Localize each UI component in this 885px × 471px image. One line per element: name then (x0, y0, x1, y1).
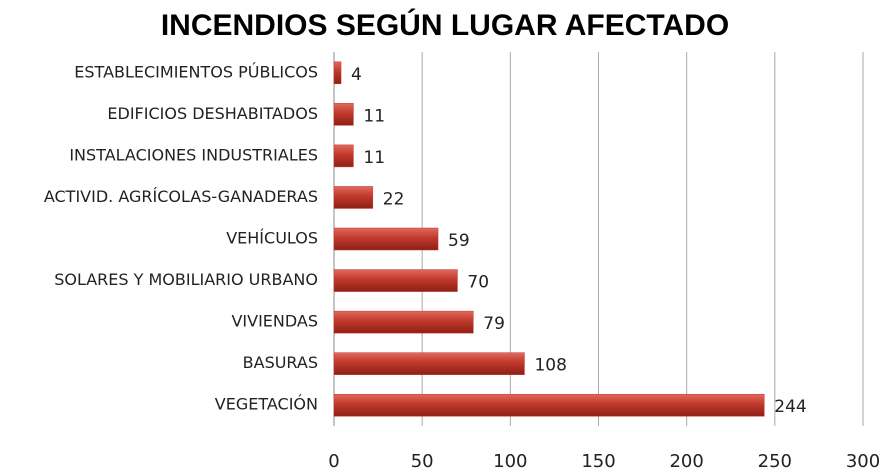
x-tick-label: 150 (581, 451, 615, 471)
chart-title: INCENDIOS SEGÚN LUGAR AFECTADO (161, 8, 729, 42)
value-label: 22 (383, 189, 405, 209)
bar (333, 269, 458, 292)
value-label: 4 (351, 65, 362, 85)
y-tick-label: INSTALACIONES INDUSTRIALES (69, 145, 318, 164)
value-label: 11 (363, 106, 385, 126)
x-tick-label: 300 (846, 451, 880, 471)
x-tick-label: 100 (493, 451, 527, 471)
x-tick-label: 250 (758, 451, 792, 471)
bar (333, 103, 354, 126)
value-label: 11 (363, 148, 385, 168)
x-tick-label: 0 (328, 451, 339, 471)
x-tick-label: 200 (669, 451, 703, 471)
bar (333, 393, 765, 417)
y-tick-label: VEHÍCULOS (226, 229, 318, 248)
bar (333, 227, 439, 251)
bar (333, 144, 354, 168)
y-tick-label: SOLARES Y MOBILIARIO URBANO (54, 270, 318, 289)
value-label: 244 (774, 397, 806, 417)
bar (333, 310, 474, 334)
bar (333, 352, 525, 375)
y-tick-label: BASURAS (243, 353, 318, 372)
value-label: 70 (467, 273, 489, 293)
value-label: 79 (483, 314, 505, 334)
value-label: 59 (448, 231, 470, 251)
y-tick-label: VEGETACIÓN (215, 395, 318, 414)
y-tick-label: VIVIENDAS (231, 312, 318, 331)
bar (333, 61, 342, 85)
value-label: 108 (534, 356, 566, 376)
x-tick-label: 50 (411, 451, 434, 471)
y-tick-label: EDIFICIOS DESHABITADOS (107, 104, 318, 123)
y-tick-label: ACTIVID. AGRÍCOLAS-GANADERAS (44, 187, 318, 206)
y-tick-label: ESTABLECIMIENTOS PÚBLICOS (74, 62, 318, 81)
bar (333, 186, 374, 209)
